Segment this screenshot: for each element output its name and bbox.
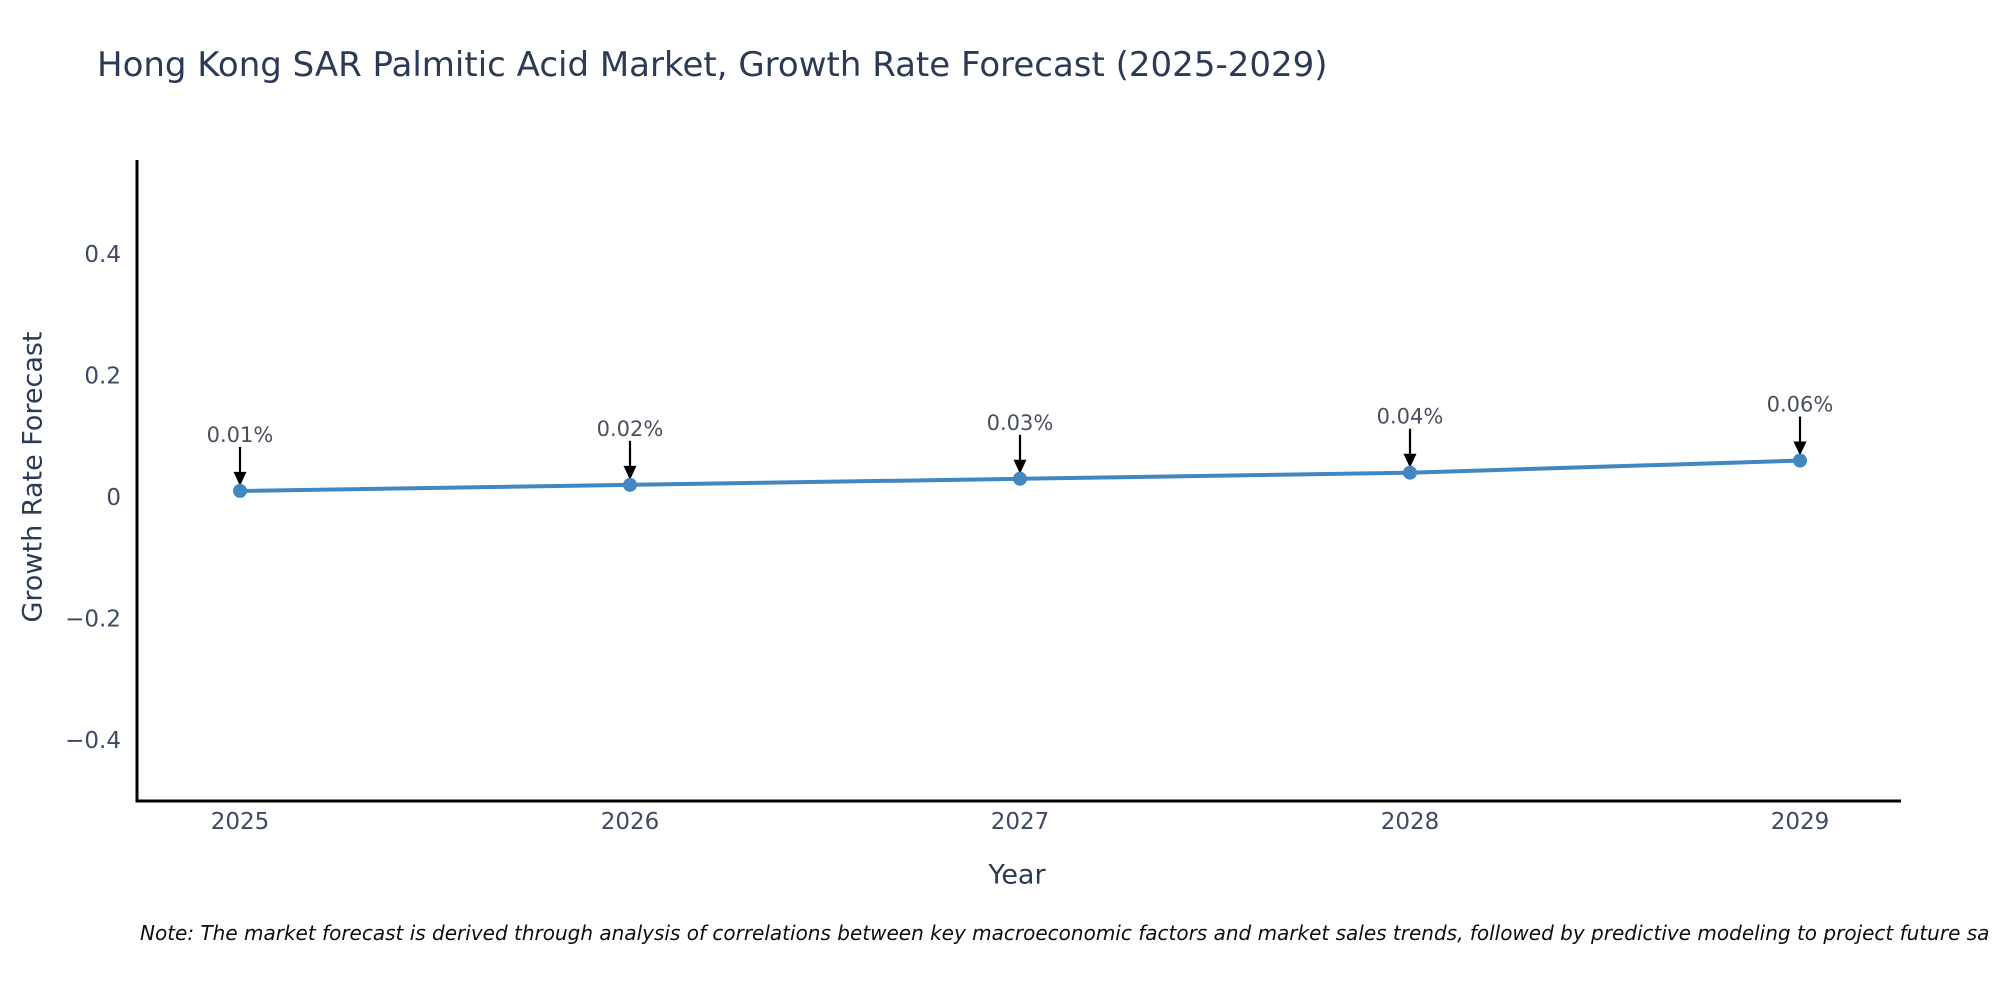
data-point-marker: [1013, 471, 1027, 486]
x-tick-label: 2028: [1381, 809, 1440, 835]
point-value-label: 0.02%: [597, 417, 664, 441]
annotation-arrow-head: [1403, 453, 1417, 468]
y-tick-label: 0.4: [84, 242, 121, 268]
annotation-arrow-head: [623, 465, 637, 480]
y-tick-label: −0.4: [65, 728, 121, 754]
x-tick-label: 2026: [601, 809, 660, 835]
data-point-marker: [623, 477, 637, 492]
data-point-marker: [1403, 465, 1417, 480]
point-value-label: 0.01%: [207, 423, 274, 447]
annotation-arrow-head: [1013, 459, 1027, 474]
annotation-arrow-head: [233, 471, 247, 486]
data-point-marker: [233, 483, 247, 498]
annotation-arrow-head: [1793, 441, 1807, 456]
chart-footnote: Note: The market forecast is derived thr…: [140, 921, 1990, 945]
data-point-marker: [1793, 453, 1807, 468]
y-tick-label: −0.2: [65, 607, 121, 633]
point-value-label: 0.03%: [987, 411, 1054, 435]
point-value-label: 0.06%: [1767, 393, 1834, 417]
point-value-label: 0.04%: [1377, 405, 1444, 429]
x-tick-label: 2029: [1771, 809, 1830, 835]
x-tick-label: 2027: [991, 809, 1050, 835]
y-tick-label: 0: [106, 485, 121, 511]
y-tick-label: 0.2: [84, 364, 121, 390]
chart-title: Hong Kong SAR Palmitic Acid Market, Grow…: [97, 45, 1328, 85]
x-axis-title: Year: [988, 859, 1046, 891]
x-tick-label: 2025: [211, 809, 270, 835]
